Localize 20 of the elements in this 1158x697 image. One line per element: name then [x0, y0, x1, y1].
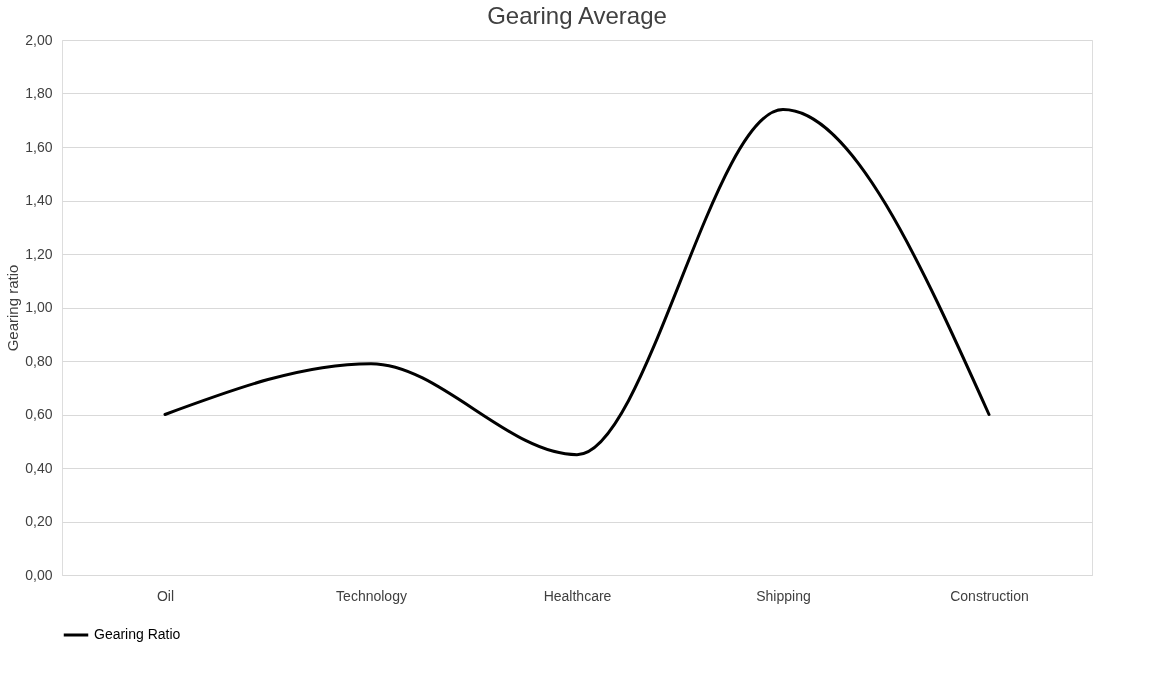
y-tick-label: 0,40 — [25, 459, 53, 476]
y-tick-label: 1,00 — [25, 299, 53, 315]
y-tick-label: 1,20 — [25, 245, 53, 262]
y-tick-label: 1,80 — [25, 85, 53, 101]
line-series — [163, 108, 991, 457]
x-tick-label: Technology — [336, 587, 407, 604]
x-tick-label: Construction — [950, 587, 1029, 604]
x-tick-label: Oil — [156, 587, 175, 604]
y-tick-label: 0,00 — [25, 566, 53, 583]
y-tick-label: 0,60 — [25, 406, 53, 422]
y-tick-label: 0,20 — [25, 513, 53, 529]
legend-label: Gearing Ratio — [94, 626, 181, 642]
y-tick-label: 2,00 — [25, 31, 53, 48]
y-tick-label: 0,80 — [25, 352, 53, 369]
x-tick-label: Shipping — [756, 587, 811, 604]
x-tick-label: Healthcare — [543, 587, 612, 604]
chart-title: Gearing Average — [487, 2, 667, 29]
y-tick-label: 1,60 — [25, 138, 53, 155]
y-axis-title: Gearing ratio — [4, 264, 22, 352]
y-tick-label: 1,40 — [25, 192, 53, 208]
